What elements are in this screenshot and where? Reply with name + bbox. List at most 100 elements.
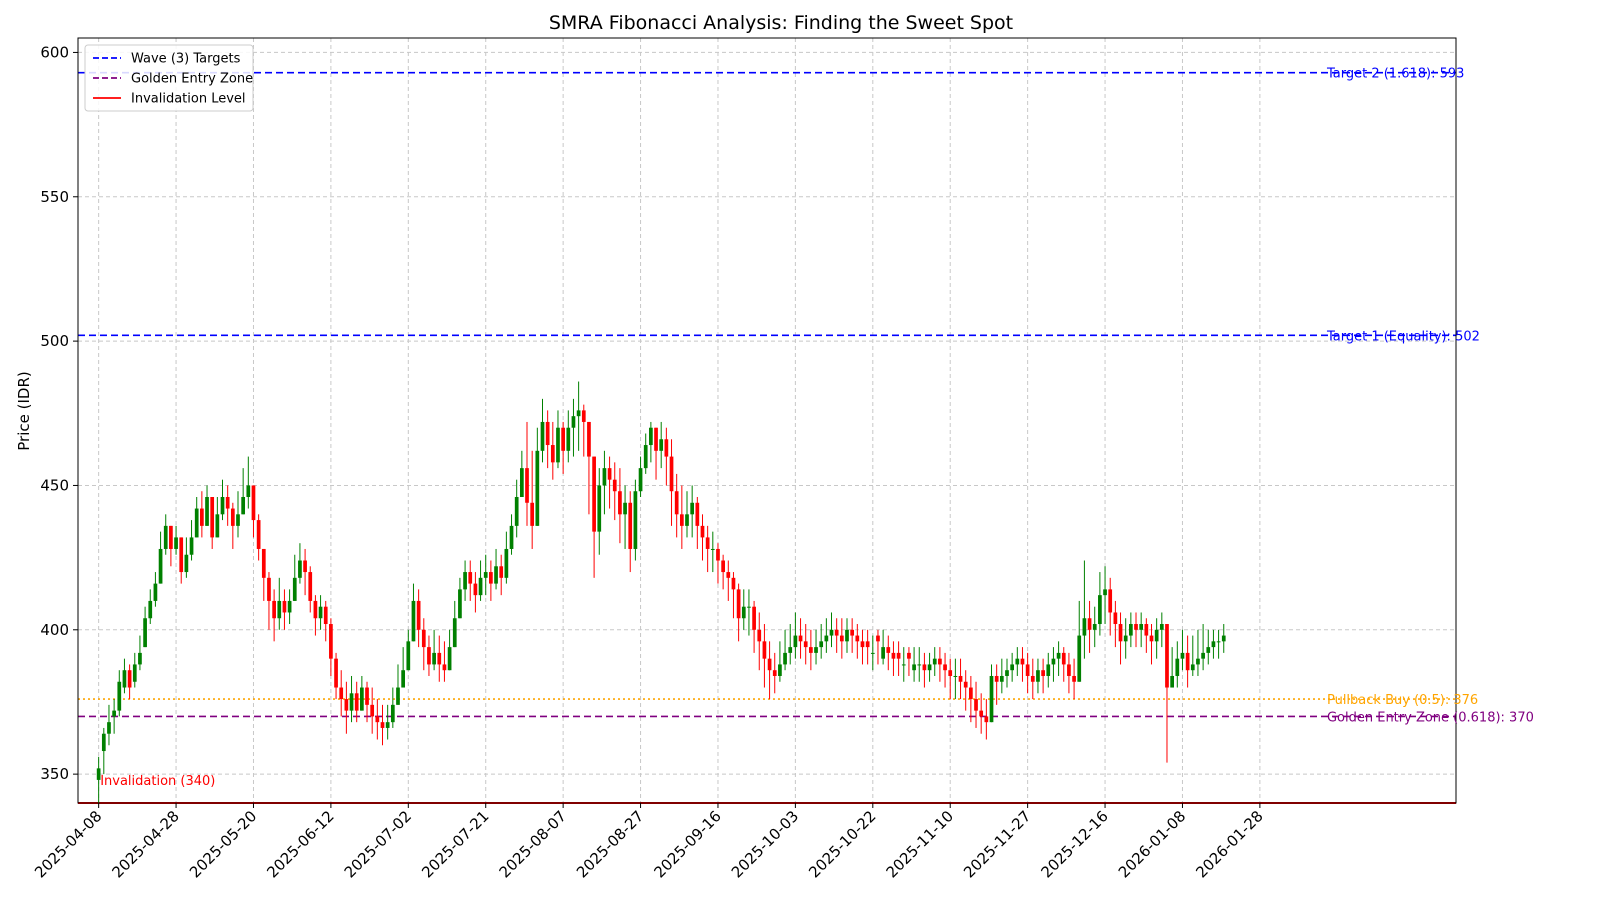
candle-body (839, 635, 844, 642)
x-tick-label: 2026-01-28 (1192, 807, 1266, 881)
candle-body (747, 606, 751, 608)
candle-body (473, 583, 478, 596)
candle-body (1010, 664, 1015, 671)
candle-body (318, 606, 323, 619)
candle-body (927, 664, 932, 671)
x-tick-label: 2025-05-20 (186, 807, 260, 881)
candle-body (809, 647, 813, 653)
candle-body (416, 600, 421, 630)
candle-body (432, 652, 436, 665)
candle-body (618, 491, 622, 515)
candle-body (421, 629, 426, 648)
candle-body (814, 647, 818, 653)
candle-body (607, 468, 612, 480)
candle-body (566, 427, 571, 451)
candle-body (674, 491, 679, 515)
candle-body (1051, 658, 1056, 665)
candle-body (1159, 624, 1164, 630)
candle-body (1030, 675, 1035, 682)
candle-body (267, 577, 271, 601)
candle-body (200, 508, 204, 526)
candle-body (189, 537, 194, 555)
candle-body (865, 641, 870, 648)
grid (78, 38, 1456, 803)
candle-body (762, 641, 767, 659)
candle-body (292, 577, 297, 601)
candle-body (313, 600, 318, 619)
candle-body (468, 572, 473, 584)
candle-body (886, 647, 891, 653)
candle-body (494, 566, 498, 584)
candle-body (236, 514, 240, 526)
candle-body (101, 733, 106, 752)
x-tick-label: 2025-07-02 (341, 807, 415, 881)
candle-body (829, 629, 834, 636)
candle-body (530, 502, 535, 526)
candle-body (870, 652, 875, 654)
candle-body (1082, 618, 1087, 636)
candle-body (210, 497, 215, 538)
candle-body (545, 421, 550, 446)
candle-body (339, 687, 344, 700)
candle-body (220, 497, 225, 515)
candle-body (138, 652, 142, 665)
candle-body (380, 722, 385, 728)
candle-body (411, 600, 416, 642)
candle-body (1211, 641, 1216, 648)
candle-body (731, 577, 736, 590)
candle-body (943, 664, 947, 671)
candle-body (334, 658, 338, 688)
candle-body (938, 658, 942, 665)
candle-body (1175, 658, 1180, 676)
candle-body (881, 647, 885, 659)
candle-body (483, 572, 488, 578)
candle-body (184, 554, 189, 573)
legend-box (84, 44, 254, 112)
x-tick-label: 2025-04-28 (109, 807, 183, 881)
candle-body (778, 664, 782, 676)
x-tick-label: 2025-09-16 (650, 807, 724, 881)
candle-body (163, 525, 168, 549)
candle-body (303, 560, 307, 573)
x-tick-label: 2025-10-03 (728, 807, 802, 881)
candle-body (287, 600, 292, 613)
candle-body (514, 497, 519, 526)
candle-body (1041, 670, 1045, 676)
candle-body (1020, 658, 1025, 665)
candle-body (1165, 624, 1169, 688)
candle-body (194, 508, 199, 538)
candle-body (1061, 652, 1066, 665)
candle-body (323, 606, 328, 625)
level-label: Target 1 (Equality): 502 (1326, 329, 1480, 344)
candle-body (540, 421, 545, 451)
candle-body (876, 635, 880, 642)
candle-body (793, 635, 798, 648)
candle-body (122, 670, 127, 688)
candle-body (772, 670, 777, 676)
candle-body (721, 560, 725, 573)
candle-body (261, 548, 266, 578)
candle-body (1113, 612, 1118, 625)
candle-body (994, 675, 999, 682)
candle-body (824, 635, 829, 642)
candle-body (556, 427, 560, 463)
candle-body (1185, 652, 1190, 671)
candle-body (592, 456, 596, 532)
candle-body (1196, 658, 1200, 665)
candle-body (427, 647, 431, 665)
candle-body (298, 560, 302, 578)
candle-body (225, 497, 230, 509)
candle-body (752, 606, 756, 630)
candle-body (907, 652, 911, 659)
candle-body (1092, 624, 1097, 630)
candle-body (230, 508, 235, 526)
candle-body (205, 497, 209, 526)
candle-body (1139, 624, 1144, 630)
candle-body (891, 652, 896, 659)
candle-body (932, 658, 937, 665)
candle-body (1103, 589, 1107, 596)
candle-body (581, 410, 586, 422)
candle-body (695, 502, 700, 526)
candle-body (969, 687, 973, 700)
